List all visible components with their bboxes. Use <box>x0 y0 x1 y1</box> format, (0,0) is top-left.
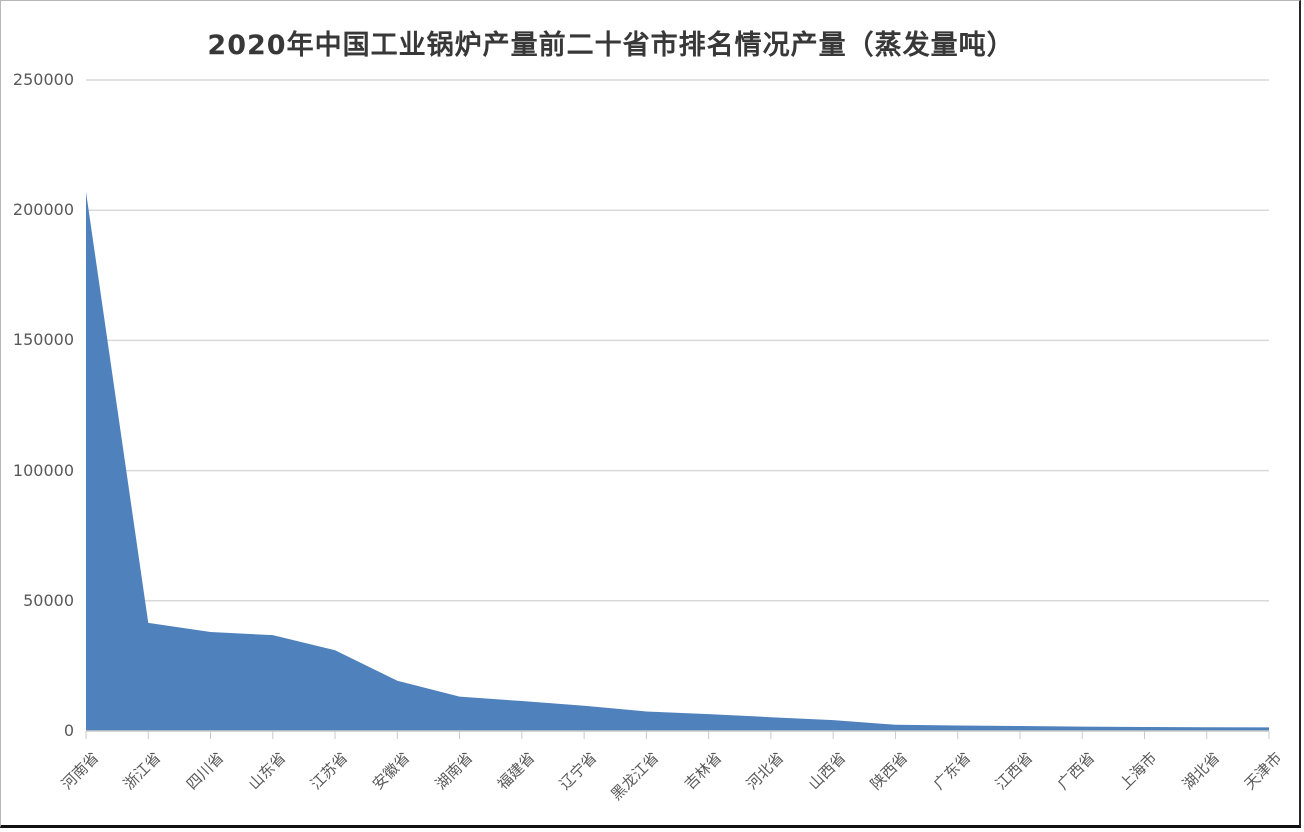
y-axis-label: 150000 <box>12 330 74 350</box>
area-series <box>86 191 1269 732</box>
y-axis-label: 200000 <box>12 200 74 220</box>
y-axis-label: 50000 <box>23 590 74 610</box>
y-axis-label: 0 <box>63 721 74 740</box>
y-axis-label: 250000 <box>12 70 74 89</box>
chart-title: 2020年中国工业锅炉产量前二十省市排名情况产量（蒸发量吨） <box>207 30 1015 61</box>
y-axis-label: 100000 <box>12 460 74 480</box>
